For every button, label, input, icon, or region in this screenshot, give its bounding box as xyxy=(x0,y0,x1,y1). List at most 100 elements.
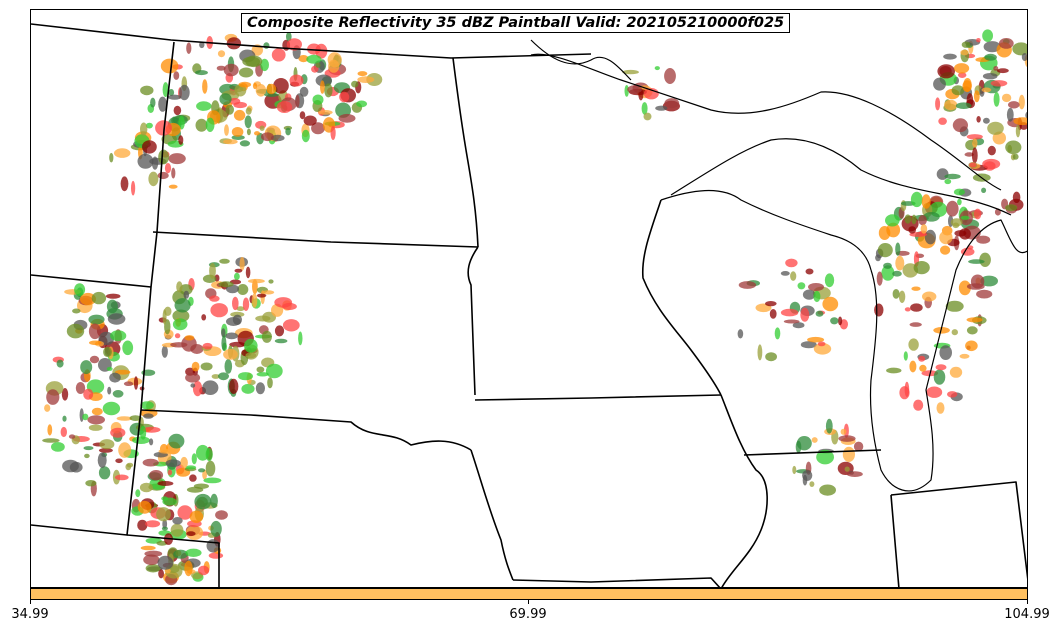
reflectivity-blob xyxy=(173,549,189,559)
reflectivity-blob xyxy=(838,316,843,326)
reflectivity-blob xyxy=(118,442,132,458)
reflectivity-blob xyxy=(881,265,895,281)
reflectivity-blob xyxy=(976,116,981,123)
reflectivity-blob xyxy=(179,84,190,101)
reflectivity-blob xyxy=(42,438,60,443)
reflectivity-blob xyxy=(223,349,238,360)
reflectivity-blob xyxy=(286,38,302,51)
reflectivity-blob xyxy=(126,462,134,468)
reflectivity-blob xyxy=(72,308,81,314)
reflectivity-blob xyxy=(737,329,744,339)
reflectivity-blob xyxy=(201,314,207,321)
reflectivity-blob xyxy=(1005,204,1018,212)
mn-north-lakes xyxy=(530,39,632,81)
reflectivity-blob xyxy=(330,126,336,140)
reflectivity-blob xyxy=(944,99,958,111)
reflectivity-blob xyxy=(274,325,285,337)
reflectivity-blob xyxy=(769,309,777,319)
reflectivity-blob xyxy=(129,415,142,421)
reflectivity-blob xyxy=(971,147,978,164)
reflectivity-blob xyxy=(143,554,160,566)
reflectivity-blob xyxy=(237,284,249,295)
reflectivity-blob xyxy=(976,289,993,299)
reflectivity-blob xyxy=(311,122,325,135)
reflectivity-blob xyxy=(109,372,121,383)
reflectivity-blob xyxy=(951,329,958,336)
reflectivity-blob xyxy=(183,290,190,299)
reflectivity-blob xyxy=(89,355,100,364)
reflectivity-blob xyxy=(306,54,322,64)
reflectivity-blob xyxy=(202,79,208,94)
reflectivity-blob xyxy=(62,415,67,422)
reflectivity-blob xyxy=(970,274,985,289)
border-wi-mi xyxy=(660,190,872,271)
reflectivity-blob xyxy=(935,97,941,111)
reflectivity-blob xyxy=(205,460,216,477)
colorbar-tick-mark xyxy=(30,600,31,604)
reflectivity-blob xyxy=(993,66,999,71)
reflectivity-blob xyxy=(993,92,1000,107)
reflectivity-blob xyxy=(886,222,901,238)
reflectivity-blob xyxy=(315,62,321,68)
reflectivity-blob xyxy=(1012,153,1019,160)
reflectivity-blob xyxy=(908,338,919,351)
reflectivity-blob xyxy=(219,93,232,105)
reflectivity-blob xyxy=(1001,93,1012,103)
reflectivity-blob xyxy=(137,519,148,531)
reflectivity-blob xyxy=(267,377,273,389)
reflectivity-blob xyxy=(356,100,368,108)
reflectivity-blob xyxy=(230,311,245,318)
reflectivity-blob xyxy=(966,326,978,335)
reflectivity-blob xyxy=(145,122,153,129)
reflectivity-blob xyxy=(174,333,181,339)
reflectivity-blob xyxy=(960,49,969,56)
reflectivity-blob xyxy=(223,63,239,77)
reflectivity-blob xyxy=(952,222,960,229)
reflectivity-blob xyxy=(107,386,112,395)
reflectivity-blob xyxy=(233,109,246,121)
reflectivity-blob xyxy=(909,360,917,373)
reflectivity-blob xyxy=(883,262,892,269)
reflectivity-blob xyxy=(145,520,161,528)
reflectivity-blob xyxy=(192,381,203,397)
reflectivity-blob xyxy=(940,245,951,255)
reflectivity-blob xyxy=(282,319,300,332)
reflectivity-blob xyxy=(757,344,763,361)
reflectivity-blob xyxy=(816,449,834,465)
reflectivity-blob xyxy=(982,73,998,80)
reflectivity-blob xyxy=(263,42,270,49)
reflectivity-blob xyxy=(221,335,227,351)
reflectivity-blob xyxy=(953,188,966,196)
reflectivity-blob xyxy=(892,289,900,299)
reflectivity-blob xyxy=(958,72,967,78)
reflectivity-blob xyxy=(106,299,118,314)
reflectivity-blob xyxy=(790,271,797,281)
reflectivity-blob xyxy=(238,67,254,78)
reflectivity-blob xyxy=(168,433,185,449)
reflectivity-blob xyxy=(179,284,193,295)
border-ne-ks xyxy=(126,534,220,587)
reflectivity-blob xyxy=(805,268,814,275)
reflectivity-blob xyxy=(976,38,981,43)
reflectivity-blob xyxy=(75,382,86,394)
reflectivity-blob xyxy=(157,171,169,180)
reflectivity-blob xyxy=(87,415,105,425)
reflectivity-blob xyxy=(255,382,265,395)
reflectivity-blob xyxy=(202,380,219,396)
reflectivity-blob xyxy=(88,314,105,325)
border-mn-wi xyxy=(641,199,722,396)
reflectivity-blob xyxy=(206,539,220,553)
reflectivity-blob xyxy=(299,86,309,97)
lake-michigan-shore xyxy=(869,219,1027,492)
reflectivity-blob xyxy=(140,122,148,136)
reflectivity-blob xyxy=(968,259,985,264)
border-mt-wy xyxy=(31,274,152,288)
reflectivity-blob xyxy=(936,402,945,414)
reflectivity-blob xyxy=(242,56,261,67)
reflectivity-blob xyxy=(785,258,798,268)
reflectivity-blob xyxy=(1021,53,1027,61)
reflectivity-blob xyxy=(965,340,978,352)
reflectivity-blob xyxy=(161,526,168,531)
reflectivity-blob xyxy=(229,378,239,394)
lake-superior-shore xyxy=(530,53,1002,191)
